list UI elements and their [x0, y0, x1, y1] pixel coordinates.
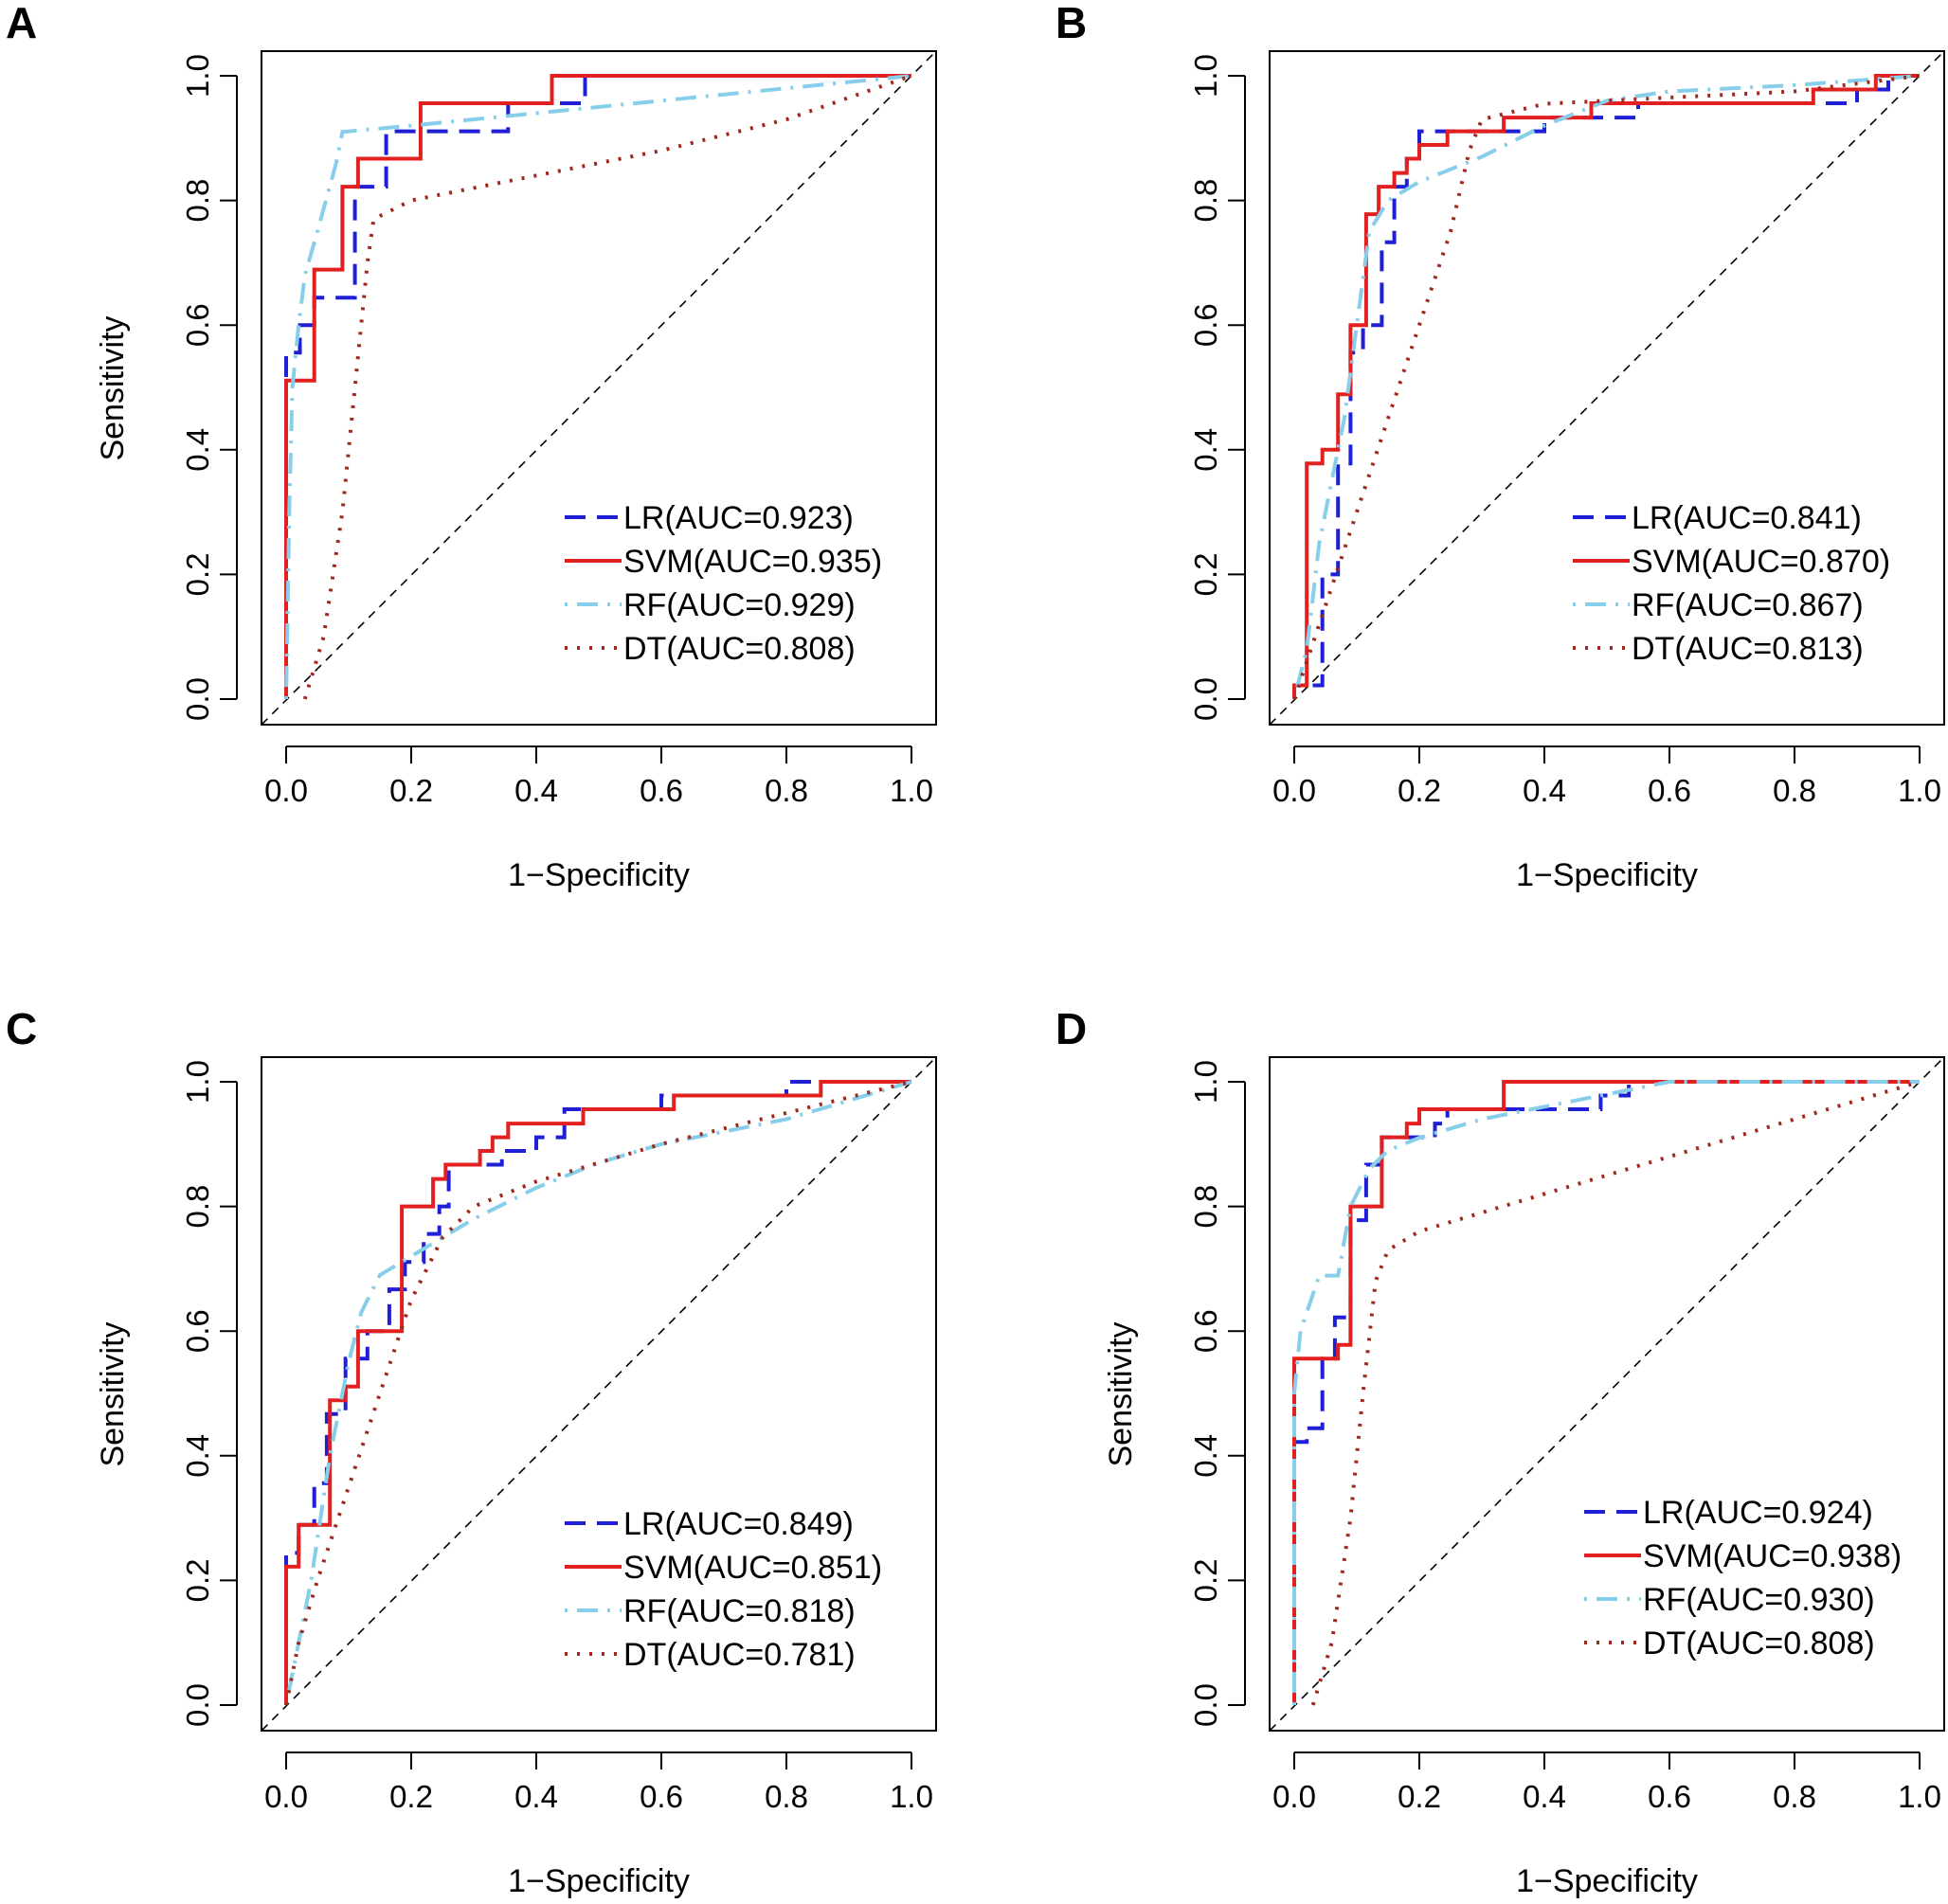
- y-tick-label: 0.2: [180, 1558, 215, 1602]
- reference-diagonal: [1269, 50, 1945, 726]
- roc-curve-svm: [1292, 1080, 1920, 1705]
- legend-label-svm: SVM(AUC=0.935): [623, 544, 882, 580]
- y-axis-label: Sensitivity: [95, 1321, 131, 1466]
- y-tick-label: 0.8: [180, 179, 215, 223]
- legend-label-dt: DT(AUC=0.813): [1632, 631, 1864, 667]
- legend-label-dt: DT(AUC=0.781): [623, 1637, 856, 1673]
- y-tick-label: 1.0: [1188, 54, 1223, 98]
- y-axis-label: Sensitivity: [95, 315, 131, 460]
- x-tick-label: 0.0: [264, 1779, 308, 1814]
- legend-label-lr: LR(AUC=0.841): [1632, 500, 1862, 536]
- y-tick-label: 0.4: [180, 428, 215, 472]
- roc-curve-svm: [284, 1080, 911, 1705]
- legend-label-lr: LR(AUC=0.924): [1643, 1495, 1873, 1531]
- x-tick-label: 0.6: [1648, 1779, 1691, 1814]
- legend-label-lr: LR(AUC=0.923): [623, 500, 854, 536]
- roc-curve-dt: [1310, 1080, 1921, 1706]
- y-tick-label: 1.0: [180, 1060, 215, 1104]
- x-tick-label: 0.8: [765, 773, 808, 808]
- legend-label-lr: LR(AUC=0.849): [623, 1506, 854, 1542]
- x-tick-label: 0.4: [1523, 773, 1566, 808]
- x-tick-label: 1.0: [890, 1779, 933, 1814]
- y-tick-label: 0.6: [180, 1309, 215, 1353]
- y-tick-label: 1.0: [180, 54, 215, 98]
- y-tick-label: 0.0: [1188, 1683, 1223, 1727]
- legend-label-svm: SVM(AUC=0.851): [623, 1550, 882, 1586]
- plot-frame: [261, 1056, 937, 1732]
- legend-label-rf: RF(AUC=0.930): [1643, 1582, 1875, 1618]
- y-tick-label: 0.0: [180, 1683, 215, 1727]
- roc-curve-rf: [284, 74, 912, 700]
- y-tick-label: 1.0: [1188, 1060, 1223, 1104]
- x-tick-label: 0.8: [1773, 1779, 1816, 1814]
- reference-diagonal: [261, 50, 937, 726]
- roc-curve-svm: [1292, 74, 1920, 699]
- x-tick-label: 0.2: [1398, 773, 1441, 808]
- x-axis-label: 1−Specificity: [508, 1863, 690, 1899]
- panel-letter-b: B: [1055, 0, 1087, 47]
- y-tick-label: 0.2: [180, 552, 215, 596]
- x-tick-label: 0.6: [640, 1779, 683, 1814]
- x-tick-label: 0.6: [640, 773, 683, 808]
- x-axis-label: 1−Specificity: [1516, 857, 1698, 893]
- legend-label-rf: RF(AUC=0.867): [1632, 587, 1864, 623]
- plot-frame: [1269, 50, 1945, 726]
- x-tick-label: 0.6: [1648, 773, 1691, 808]
- x-tick-label: 0.0: [1272, 1779, 1316, 1814]
- y-tick-label: 0.8: [1188, 179, 1223, 223]
- x-axis-label: 1−Specificity: [508, 857, 690, 893]
- roc-curve-rf: [284, 1080, 912, 1706]
- x-tick-label: 0.2: [389, 773, 433, 808]
- y-tick-label: 0.2: [1188, 552, 1223, 596]
- x-tick-label: 1.0: [890, 773, 933, 808]
- roc-curve-dt: [302, 74, 912, 700]
- x-tick-label: 1.0: [1898, 773, 1941, 808]
- x-tick-label: 0.2: [1398, 1779, 1441, 1814]
- legend-label-dt: DT(AUC=0.808): [623, 631, 856, 667]
- legend-label-rf: RF(AUC=0.818): [623, 1593, 856, 1629]
- y-tick-label: 0.6: [1188, 303, 1223, 347]
- legend-label-rf: RF(AUC=0.929): [623, 587, 856, 623]
- y-axis-label: Sensitivity: [1103, 1321, 1139, 1466]
- x-tick-label: 0.4: [514, 773, 558, 808]
- panel-letter-c: C: [6, 1004, 37, 1053]
- y-tick-label: 0.0: [180, 677, 215, 721]
- panel-d: D 0.0 0.2 0.4 0.6 0.8 1.0 0.00.20.40.60.81.0 …: [1055, 1004, 1945, 1899]
- y-tick-label: 0.4: [1188, 428, 1223, 472]
- reference-diagonal: [261, 1056, 937, 1732]
- y-tick-label: 0.0: [1188, 677, 1223, 721]
- y-tick-label: 0.6: [180, 303, 215, 347]
- legend-label-svm: SVM(AUC=0.870): [1632, 544, 1890, 580]
- plot-frame: [261, 50, 937, 726]
- y-tick-label: 0.4: [180, 1434, 215, 1478]
- y-tick-label: 0.8: [1188, 1185, 1223, 1229]
- panel-letter-a: A: [6, 0, 37, 47]
- x-axis-label: 1−Specificity: [1516, 1863, 1698, 1899]
- x-tick-label: 0.8: [1773, 773, 1816, 808]
- panel-letter-d: D: [1055, 1004, 1087, 1053]
- legend-label-svm: SVM(AUC=0.938): [1643, 1538, 1902, 1574]
- x-tick-label: 0.2: [389, 1779, 433, 1814]
- roc-curve-svm: [284, 74, 911, 699]
- x-tick-label: 0.4: [514, 1779, 558, 1814]
- panel-a: A 0.0 0.2 0.4 0.6 0.8 1.0 0.00.20.40.60.81.0 …: [6, 0, 937, 893]
- x-tick-label: 0.4: [1523, 1779, 1566, 1814]
- y-tick-label: 0.8: [180, 1185, 215, 1229]
- x-tick-label: 0.0: [1272, 773, 1316, 808]
- x-tick-label: 0.0: [264, 773, 308, 808]
- y-tick-label: 0.4: [1188, 1434, 1223, 1478]
- panel-c: C 0.0 0.2 0.4 0.6 0.8 1.0 0.00.20.40.60.81.0 …: [6, 1004, 937, 1899]
- legend-label-dt: DT(AUC=0.808): [1643, 1626, 1875, 1662]
- plot-frame: [1269, 1056, 1945, 1732]
- roc-curve-rf: [1292, 74, 1921, 700]
- roc-curve-lr: [284, 1080, 911, 1705]
- y-tick-label: 0.2: [1188, 1558, 1223, 1602]
- reference-diagonal: [1269, 1056, 1945, 1732]
- roc-curve-lr: [1292, 1080, 1920, 1705]
- x-tick-label: 1.0: [1898, 1779, 1941, 1814]
- x-tick-label: 0.8: [765, 1779, 808, 1814]
- panel-b: B 0.0 0.2 0.4 0.6 0.8 1.0 0.00.20.40.60.81.0 …: [1055, 0, 1945, 893]
- y-tick-label: 0.6: [1188, 1309, 1223, 1353]
